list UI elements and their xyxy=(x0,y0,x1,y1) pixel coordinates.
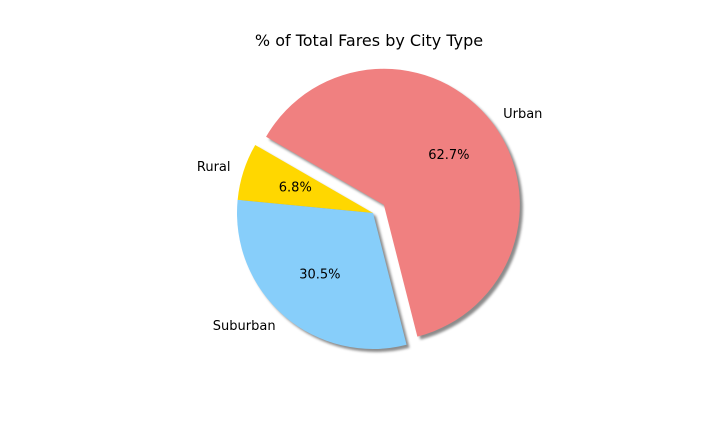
pie-slice-suburban xyxy=(236,199,407,350)
slice-label-suburban: Suburban xyxy=(213,319,276,334)
pie-slices xyxy=(236,68,520,350)
pie-labels: Rural 6.8% Suburban 30.5% Urban 62.7% xyxy=(197,107,543,334)
slice-percent-rural: 6.8% xyxy=(279,181,312,196)
slice-percent-urban: 62.7% xyxy=(428,148,469,163)
pie-slice-urban xyxy=(266,68,520,337)
pie-slice-rural xyxy=(237,145,373,213)
slice-label-urban: Urban xyxy=(503,107,542,122)
chart-title: % of Total Fares by City Type xyxy=(255,31,483,50)
slice-percent-suburban: 30.5% xyxy=(299,267,340,282)
slice-label-rural: Rural xyxy=(197,160,231,175)
